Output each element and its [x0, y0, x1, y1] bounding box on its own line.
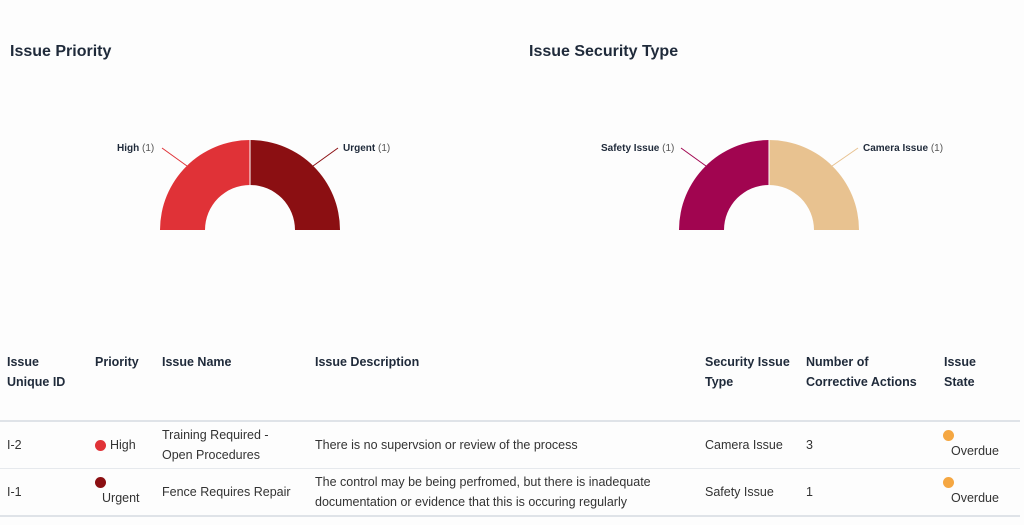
cell-issue-name[interactable]: Training Required - Open Procedures — [155, 421, 308, 469]
label-safety-issue: Safety Issue (1) — [601, 143, 674, 154]
cell-corrective-actions: 3 — [799, 421, 937, 469]
cell-issue-description: The control may be being perfromed, but … — [308, 468, 698, 517]
col-header-corrective-actions[interactable]: Number of Corrective Actions — [799, 345, 937, 422]
col-header-issue-id[interactable]: Issue Unique ID — [0, 345, 88, 422]
table-row[interactable]: I-1 Urgent Fence Requires Repair The con… — [0, 468, 1020, 517]
cell-corrective-actions: 1 — [799, 468, 937, 517]
priority-urgent-dot-icon — [95, 476, 106, 488]
issues-table: Issue Unique ID Priority Issue Name Issue… — [0, 345, 1020, 517]
slice-camera-issue[interactable] — [769, 140, 859, 230]
slice-urgent[interactable] — [250, 140, 340, 230]
col-header-issue-name[interactable]: Issue Name — [155, 345, 308, 422]
leader-line-camera — [831, 147, 859, 167]
issue-priority-title: Issue Priority — [10, 43, 112, 60]
cell-issue-id[interactable]: I-2 — [0, 421, 88, 469]
cell-priority: Urgent — [88, 468, 155, 517]
cell-security-type: Safety Issue — [698, 468, 799, 517]
cell-issue-state: Overdue — [937, 421, 1020, 469]
priority-label: Urgent — [102, 490, 140, 505]
issue-security-type-chart: Safety Issue (1) Camera Issue (1) — [601, 140, 943, 230]
table-row[interactable]: I-2 High Training Required - Open Procedu… — [0, 421, 1020, 469]
label-camera-issue: Camera Issue (1) — [863, 143, 943, 154]
cell-priority: High — [88, 421, 155, 469]
label-high: High (1) — [117, 143, 154, 154]
slice-safety-issue[interactable] — [679, 140, 769, 230]
cell-issue-state: Overdue — [937, 468, 1020, 517]
slice-high[interactable] — [160, 140, 250, 230]
cell-issue-description: There is no supervsion or review of the … — [308, 421, 698, 469]
issue-security-type-title: Issue Security Type — [529, 43, 679, 60]
label-urgent: Urgent (1) — [343, 143, 390, 154]
state-label: Overdue — [951, 490, 999, 505]
col-header-priority[interactable]: Priority — [88, 345, 155, 422]
state-overdue-dot-icon — [943, 429, 954, 441]
cell-issue-name[interactable]: Fence Requires Repair — [155, 468, 308, 517]
leader-line-high — [161, 147, 188, 167]
cell-security-type: Camera Issue — [698, 421, 799, 469]
table-header-row: Issue Unique ID Priority Issue Name Issue… — [0, 345, 1020, 422]
issue-priority-chart: High (1) Urgent (1) — [117, 140, 390, 230]
priority-label: High — [110, 438, 136, 452]
leader-line-urgent — [312, 147, 339, 167]
col-header-issue-state[interactable]: Issue State — [937, 345, 1020, 422]
priority-high-dot-icon — [95, 440, 106, 452]
state-label: Overdue — [951, 443, 999, 458]
state-overdue-dot-icon — [943, 476, 954, 488]
col-header-security-type[interactable]: Security Issue Type — [698, 345, 799, 422]
col-header-issue-description[interactable]: Issue Description — [308, 345, 698, 422]
leader-line-safety — [680, 147, 707, 167]
cell-issue-id[interactable]: I-1 — [0, 468, 88, 517]
